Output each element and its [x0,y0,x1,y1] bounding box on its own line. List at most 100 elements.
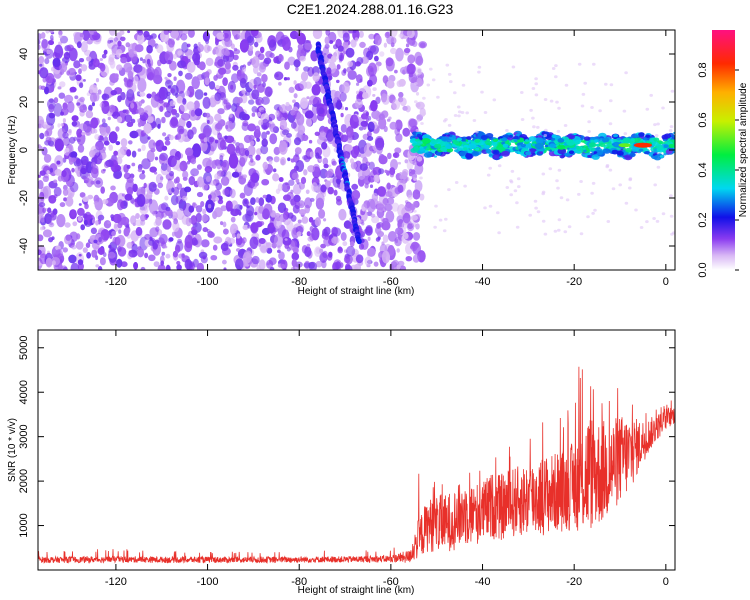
heatmap-noise-blob [86,56,92,62]
heatmap-noise-blob [327,31,337,43]
heatmap-noise-blob [182,170,189,179]
heatmap-noise-blob [315,192,325,205]
heatmap-noise-blob [78,253,82,257]
heatmap-noise-blob [200,140,208,152]
heatmap-noise-blob [235,258,244,270]
heatmap-noise-blob [54,169,62,176]
heatmap-noise-blob [288,86,295,93]
heatmap-noise-blob [656,165,661,169]
heatmap-noise-blob [349,241,355,247]
heatmap-noise-blob [168,237,174,242]
heatmap-noise-blob [295,66,299,72]
heatmap-noise-blob [564,83,569,87]
heatmap-noise-blob [82,79,86,82]
heatmap-noise-blob [292,204,300,214]
heatmap-noise-blob [161,251,166,256]
heatmap-noise-blob [517,185,521,189]
heatmap-noise-blob [480,90,484,94]
heatmap-signal-blob [509,134,513,138]
heatmap-noise-blob [222,188,230,196]
heatmap-noise-blob [510,169,515,173]
heatmap-noise-blob [277,183,283,192]
heatmap-noise-blob [164,79,173,88]
heatmap-signal-blob [639,140,644,143]
heatmap-noise-blob [398,96,404,103]
heatmap-noise-blob [155,216,162,226]
heatmap-noise-blob [210,255,218,261]
heatmap-noise-blob [208,194,212,201]
heatmap-signal-blob [619,139,623,142]
heatmap-noise-blob [382,234,389,243]
heatmap-signal-blob [466,136,472,140]
heatmap-noise-blob [340,123,347,133]
heatmap-noise-blob [222,77,228,86]
heatmap-noise-blob [536,125,540,129]
heatmap-noise-blob [131,162,136,167]
heatmap-noise-blob [397,204,406,217]
heatmap-noise-blob [447,123,452,127]
heatmap-noise-blob [41,32,46,39]
heatmap-noise-blob [113,37,119,42]
heatmap-noise-blob [460,111,465,114]
heatmap-noise-blob [137,121,142,128]
heatmap-noise-blob [213,236,223,244]
heatmap-noise-blob [46,76,50,81]
heatmap-noise-blob [148,239,155,246]
heatmap-noise-blob [382,217,389,224]
heatmap-noise-blob [272,173,280,182]
heatmap-noise-blob [184,186,192,193]
heatmap-noise-blob [509,193,513,197]
heatmap-signal-blob [633,134,639,138]
heatmap-noise-blob [91,102,95,107]
heatmap-noise-blob [258,238,266,244]
heatmap-noise-blob [422,112,427,116]
heatmap-noise-blob [214,207,223,218]
heatmap-noise-blob [461,83,466,87]
heatmap-noise-blob [258,119,264,126]
heatmap-noise-blob [90,227,97,235]
heatmap-signal-blob [590,139,595,143]
heatmap-noise-blob [41,38,48,49]
heatmap-signal-blob [645,134,651,138]
heatmap-signal-blob [611,149,619,155]
heatmap-noise-blob [79,96,85,103]
heatmap-noise-blob [350,39,357,48]
heatmap-noise-blob [371,215,380,224]
heatmap-noise-blob [220,176,230,186]
heatmap-noise-blob [80,224,85,231]
heatmap-noise-blob [297,219,302,224]
heatmap-noise-blob [529,108,533,112]
heatmap-noise-blob [416,77,423,88]
heatmap-noise-blob [497,231,501,235]
heatmap-noise-blob [197,176,204,188]
heatmap-noise-blob [131,150,137,158]
heatmap-noise-blob [608,168,613,172]
heatmap-noise-blob [176,96,183,104]
heatmap-noise-blob [263,57,272,65]
heatmap-noise-blob [241,113,250,121]
heatmap-signal-blob [616,150,624,156]
heatmap-noise-blob [492,98,497,102]
heatmap-noise-blob [579,180,583,183]
heatmap-noise-blob [370,100,378,112]
heatmap-signal-blob [471,150,480,157]
heatmap-noise-blob [593,208,597,212]
heatmap-noise-blob [606,220,611,223]
heatmap-noise-blob [62,247,68,253]
heatmap-noise-blob [185,90,190,97]
heatmap-noise-blob [253,84,257,89]
heatmap-noise-blob [138,107,145,116]
heatmap-noise-blob [385,57,394,67]
heatmap-noise-blob [220,242,229,252]
heatmap-noise-blob [415,223,420,230]
heatmap-signal-blob [515,150,519,154]
heatmap-noise-blob [221,159,230,172]
heatmap-noise-blob [319,252,328,263]
heatmap-noise-blob [356,74,363,84]
heatmap-noise-blob [520,118,525,121]
heatmap-noise-blob [241,122,249,131]
heatmap-signal-blob [564,145,569,149]
heatmap-noise-blob [159,105,164,112]
heatmap-signal-blob [505,140,509,144]
heatmap-noise-blob [268,113,276,121]
